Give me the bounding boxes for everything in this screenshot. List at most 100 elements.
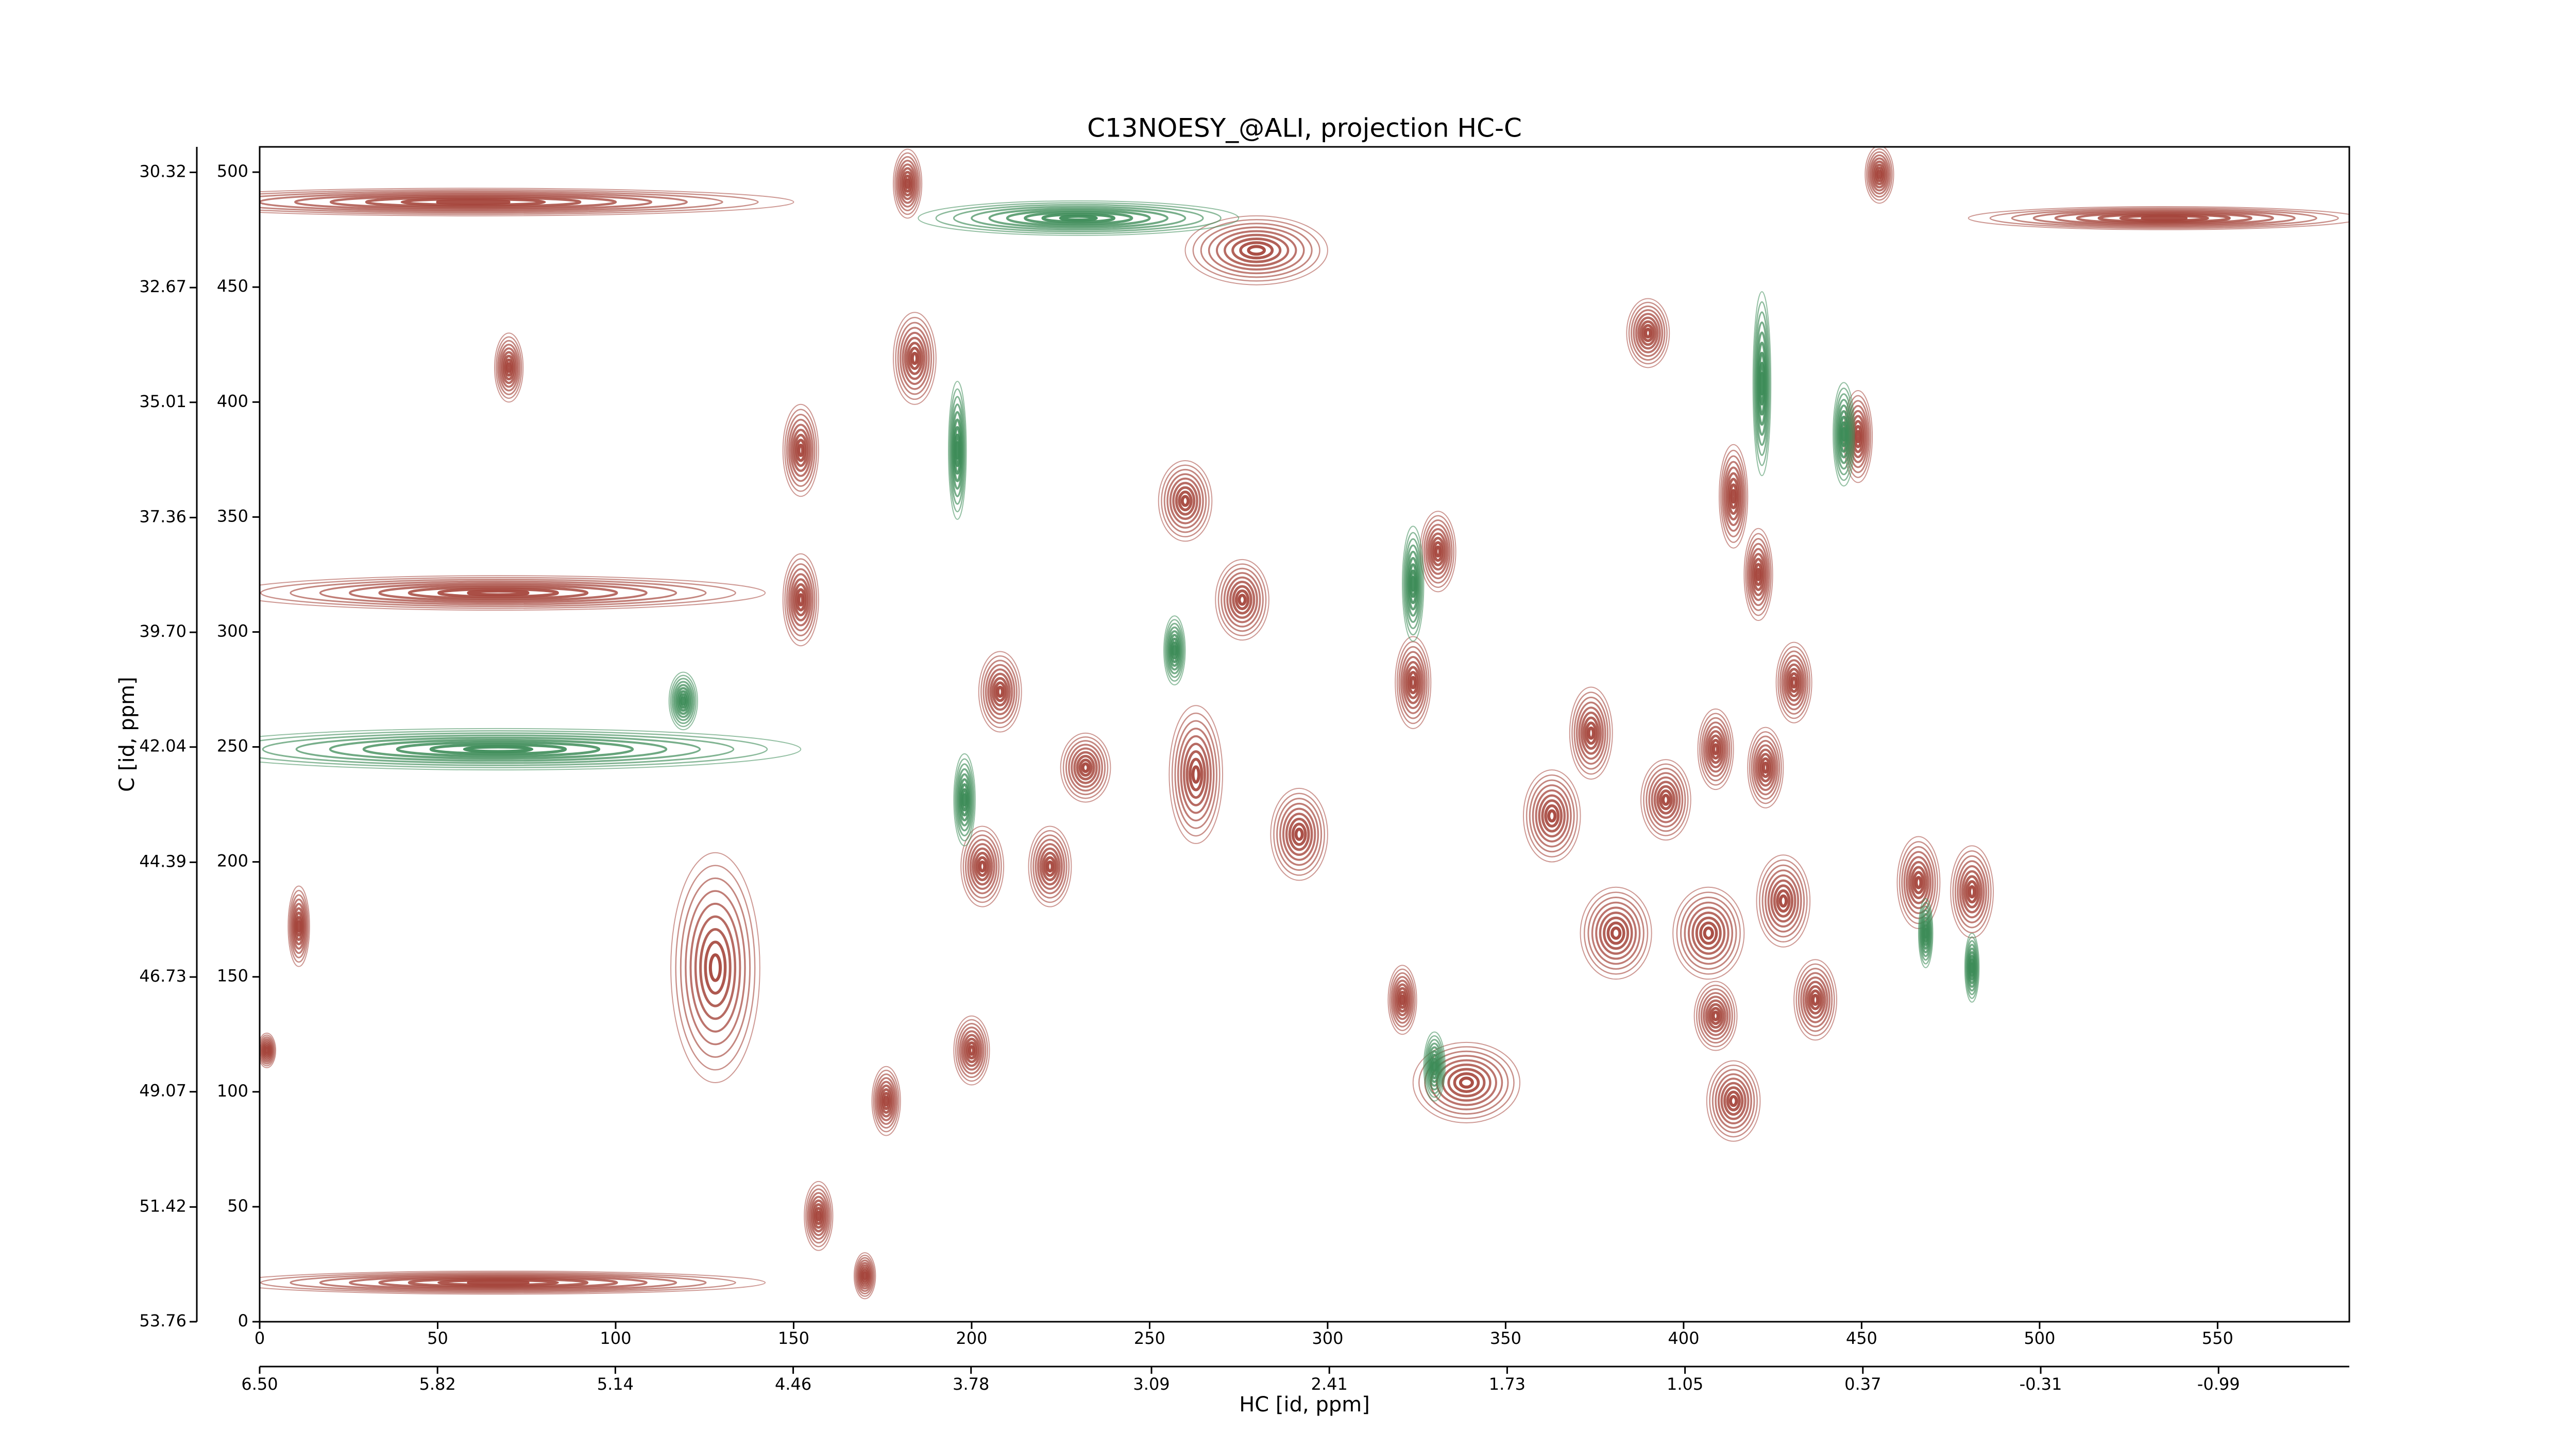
peak <box>1964 932 1980 1003</box>
contour-level <box>1402 526 1425 642</box>
contour-level <box>882 1092 891 1110</box>
contour-level <box>1696 984 1736 1048</box>
contour-level <box>1403 532 1423 636</box>
contour-level <box>953 1015 990 1086</box>
contour-level <box>1641 324 1654 343</box>
contour-level <box>976 856 989 877</box>
contour-level <box>704 940 727 995</box>
contour-level <box>1795 963 1835 1036</box>
contour-level <box>1961 870 1983 914</box>
contour-level <box>437 587 559 598</box>
contour-level <box>1773 884 1794 918</box>
contour-level <box>853 1252 876 1300</box>
contour-level <box>1071 747 1100 788</box>
contour-level <box>1158 460 1213 542</box>
contour-level <box>1291 822 1307 846</box>
contour-level <box>1923 928 1928 939</box>
contour-level <box>1163 615 1186 686</box>
contour-level <box>1703 721 1728 777</box>
peak <box>1402 526 1425 642</box>
contour-level <box>1865 147 1894 204</box>
y-tick-label: 50 <box>227 1196 248 1216</box>
contour-level <box>1687 906 1730 960</box>
contour-level <box>1221 567 1264 632</box>
contour-level <box>1030 830 1070 903</box>
contour-level <box>1585 721 1598 745</box>
peak <box>978 651 1022 733</box>
contour-level <box>467 589 530 597</box>
contour-level <box>1200 223 1313 278</box>
contour-level <box>1606 921 1625 945</box>
contour-level <box>1172 645 1178 656</box>
contour-level <box>959 1026 985 1074</box>
peak <box>1580 886 1652 980</box>
contour-level <box>1273 793 1326 876</box>
contour-level <box>1760 757 1771 778</box>
contour-level <box>260 1033 277 1068</box>
x-tick-label: 450 <box>1846 1328 1877 1348</box>
contour-level <box>957 1022 987 1079</box>
contour-level <box>1535 789 1569 843</box>
contour-level <box>1217 563 1267 636</box>
contour-level <box>1798 968 1833 1032</box>
contour-level <box>1963 875 1980 908</box>
contour-level <box>806 1188 831 1244</box>
contour-level <box>1704 726 1727 773</box>
contour-level <box>1968 885 1976 899</box>
contour-level <box>899 327 930 390</box>
contour-level <box>1651 776 1681 823</box>
contour-level <box>1043 856 1056 877</box>
contour-level <box>1538 794 1566 838</box>
contour-level <box>1231 237 1282 263</box>
contour-level <box>349 1275 648 1290</box>
contour-level <box>874 1073 899 1129</box>
contour-level <box>290 894 308 958</box>
contour-level <box>804 1181 834 1251</box>
contour-level <box>680 877 751 1058</box>
contour-level <box>1603 916 1630 950</box>
contour-level <box>895 316 935 400</box>
contour-level <box>1765 869 1802 933</box>
contour-level <box>1802 976 1828 1023</box>
contour-level <box>260 577 736 609</box>
contour-level <box>260 728 802 771</box>
contour-level <box>1903 851 1934 915</box>
y-tick-label: 300 <box>217 621 248 641</box>
contour-level <box>289 889 309 963</box>
contour-level <box>1177 728 1215 822</box>
contour-level <box>329 736 668 762</box>
peak <box>1793 959 1838 1041</box>
plot-frame <box>259 146 2350 1323</box>
peak <box>1918 898 1934 968</box>
x-tick-label: 350 <box>1490 1328 1521 1348</box>
contour-level <box>1392 975 1413 1024</box>
y2-tick-label: 39.70 <box>139 621 187 641</box>
contour-level <box>290 1273 707 1293</box>
peak <box>1968 206 2349 230</box>
peak <box>260 1270 766 1295</box>
contour-level <box>295 734 701 764</box>
contour-level <box>319 580 677 605</box>
contour-level <box>948 388 966 513</box>
contour-level <box>1761 762 1769 774</box>
y2-tick-label: 30.32 <box>139 161 187 181</box>
contour-level <box>968 1045 975 1056</box>
y-tick-label: 100 <box>217 1081 248 1101</box>
contour-level <box>1418 1046 1515 1119</box>
y2-tick-label: 51.42 <box>139 1196 187 1216</box>
contour-level <box>1447 1068 1486 1098</box>
contour-level <box>1599 912 1633 955</box>
contour-level <box>955 441 960 460</box>
contour-level <box>1872 160 1887 189</box>
contour-level <box>903 174 912 193</box>
peak <box>1168 705 1224 844</box>
contour-level <box>685 890 746 1046</box>
contour-level <box>378 584 618 602</box>
contour-level <box>1174 720 1218 829</box>
contour-level <box>1191 765 1201 784</box>
contour-level <box>1833 382 1855 487</box>
contour-level <box>1046 860 1054 873</box>
contour-level <box>1701 717 1731 782</box>
x2-tick-label: 6.50 <box>241 1374 278 1394</box>
x2-tick-label: 5.14 <box>597 1374 634 1394</box>
